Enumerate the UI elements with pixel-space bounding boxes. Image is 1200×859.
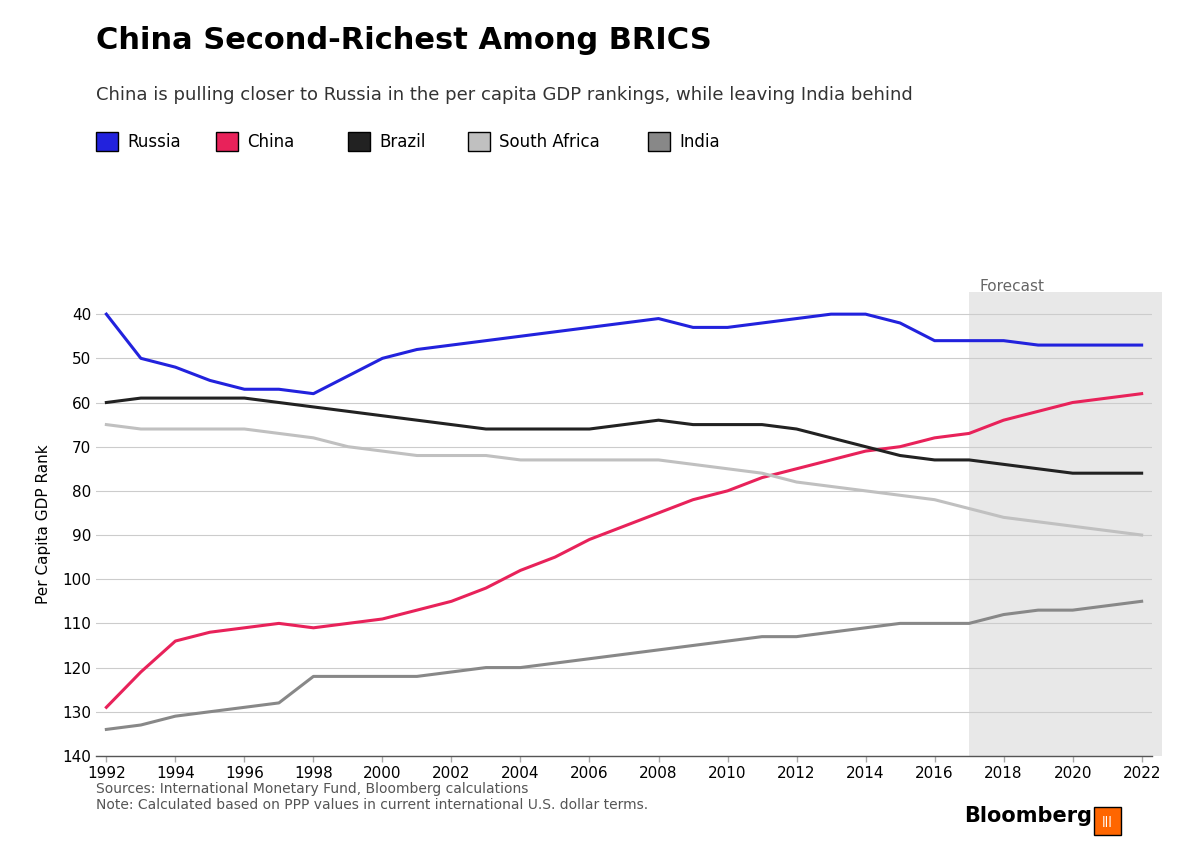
Text: Forecast: Forecast [979, 279, 1044, 295]
Text: Bloomberg: Bloomberg [964, 807, 1092, 826]
Y-axis label: Per Capita GDP Rank: Per Capita GDP Rank [36, 444, 52, 604]
Text: South Africa: South Africa [499, 133, 600, 150]
Text: China is pulling closer to Russia in the per capita GDP rankings, while leaving : China is pulling closer to Russia in the… [96, 86, 913, 104]
Bar [970, 292, 1163, 756]
Text: Russia: Russia [127, 133, 181, 150]
Text: India: India [679, 133, 720, 150]
Text: China Second-Richest Among BRICS: China Second-Richest Among BRICS [96, 26, 712, 55]
Text: Sources: International Monetary Fund, Bloomberg calculations
Note: Calculated ba: Sources: International Monetary Fund, Bl… [96, 782, 648, 812]
Text: Brazil: Brazil [379, 133, 426, 150]
Text: |||: ||| [1102, 816, 1114, 826]
Text: China: China [247, 133, 294, 150]
